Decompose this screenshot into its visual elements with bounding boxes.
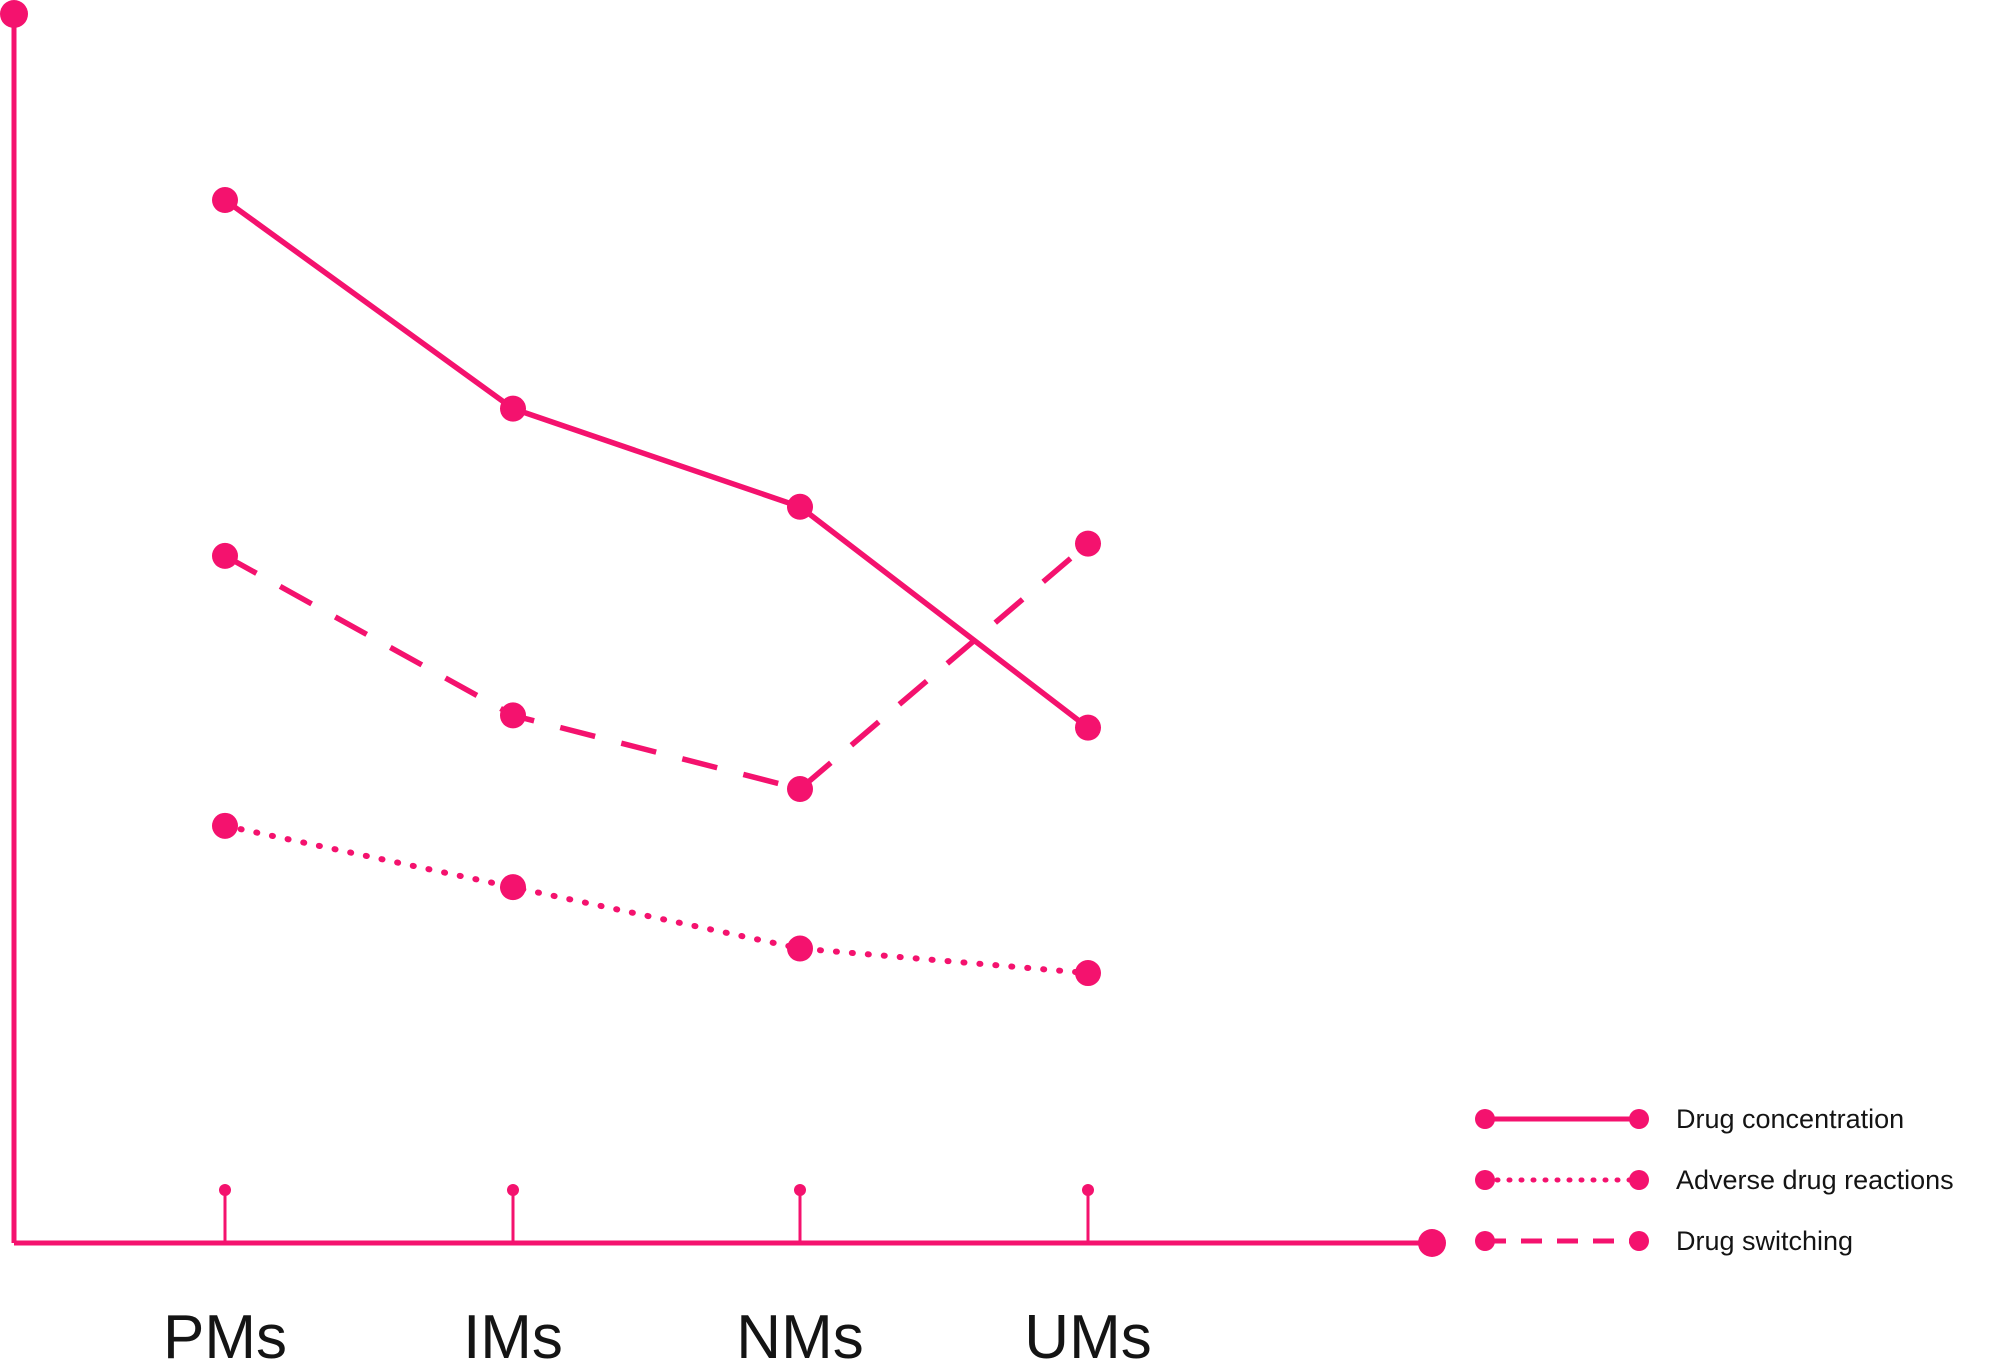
y-axis-end-dot (0, 0, 28, 28)
data-point-drug-concentration (500, 395, 526, 422)
legend-item-drug-switching: Drug switching (1472, 1218, 1954, 1264)
data-point-adverse-drug-reactions (500, 874, 526, 901)
data-point-drug-switching (500, 702, 526, 729)
series-line-adverse-drug-reactions (222, 822, 1091, 977)
data-point-drug-concentration (212, 187, 238, 214)
data-point-adverse-drug-reactions (1075, 960, 1101, 987)
x-tick-dot-pms (219, 1184, 231, 1196)
data-point-drug-switching (212, 542, 238, 569)
x-axis-end-dot (1418, 1229, 1446, 1257)
legend-label: Drug concentration (1676, 1103, 1905, 1134)
legend: Drug concentration Adverse drug reaction… (1472, 1096, 1954, 1264)
data-point-drug-switching (787, 776, 813, 803)
legend-dotted-line-icon (1475, 1170, 1649, 1190)
x-tick-dot-nms (794, 1184, 806, 1196)
data-point-drug-switching (1075, 530, 1101, 557)
data-point-adverse-drug-reactions (212, 812, 238, 839)
data-point-adverse-drug-reactions (787, 935, 813, 962)
data-point-drug-concentration (787, 493, 813, 520)
x-tick-label-ums: UMs (1024, 1303, 1152, 1372)
legend-item-adverse-drug-reactions: Adverse drug reactions (1472, 1157, 1954, 1203)
x-tick-label-nms: NMs (736, 1303, 864, 1372)
data-point-drug-concentration (1075, 714, 1101, 741)
x-tick-label-ims: IMs (463, 1303, 563, 1372)
legend-label: Drug switching (1676, 1225, 1854, 1256)
legend-label: Adverse drug reactions (1676, 1164, 1954, 1195)
x-tick-label-pms: PMs (163, 1303, 287, 1372)
series-line-drug-switching (223, 541, 1090, 793)
series-line-drug-concentration (223, 197, 1090, 730)
x-tick-dot-ims (507, 1184, 519, 1196)
legend-dashed-line-icon (1475, 1231, 1649, 1251)
legend-solid-line-icon (1475, 1109, 1649, 1129)
legend-item-drug-concentration: Drug concentration (1472, 1096, 1954, 1142)
x-tick-dot-ums (1082, 1184, 1094, 1196)
